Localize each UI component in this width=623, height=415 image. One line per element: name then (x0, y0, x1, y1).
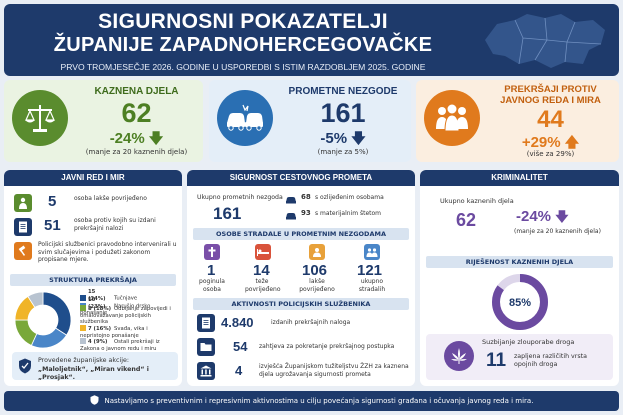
legend-item: 8 (18%) Odbijanje zapovijedi i omalovažav… (80, 305, 171, 325)
intervention-note: Policijski službenici pravodobno interve… (38, 241, 177, 263)
panel-title: SIGURNOST CESTOVNOG PROMETA (187, 170, 415, 186)
crime-change-note: (manje za 20 kaznenih djela) (514, 228, 601, 235)
shield-icon (18, 358, 32, 374)
actions-box: Provedene županijske akcije: „Maloljetni… (12, 352, 178, 381)
card-title: PREKRŠAJI PROTIV JAVNOG REDA I MIRA (500, 84, 601, 106)
panel-public-order: JAVNI RED I MIR 5 osoba lakše povrijeđen… (4, 170, 182, 386)
panel-title: JAVNI RED I MIR (4, 170, 182, 186)
scales-icon (12, 90, 68, 146)
card-change: -24% 🡇 (109, 130, 164, 147)
damage-accidents-value: 93 (301, 209, 311, 217)
panel-title: KRIMINALITET (420, 170, 619, 186)
card-title: PROMETNE NEZGODE (288, 86, 398, 97)
card-note: (više za 29%) (526, 150, 575, 158)
injured-count: 5 (48, 193, 57, 210)
actions-title: Provedene županijske akcije: (38, 357, 130, 364)
card-title: KAZNENA DJELA (94, 86, 179, 97)
legend-item: 4 (9%) Ostali prekršaji iz Zakona o javno… (80, 338, 160, 352)
page-subtitle: PRVO TROMJESEČJE 2026. GODINE U USPOREDB… (60, 62, 426, 72)
panel-traffic-safety: SIGURNOST CESTOVNOG PROMETA Ukupno prome… (187, 170, 415, 386)
damage-accidents-text: s materijalnim štetom (315, 210, 382, 217)
courthouse-icon (197, 362, 215, 380)
legend-item: 7 (16%) Svađa, vika i nepristojno ponašan… (80, 325, 148, 339)
drugs-title: Suzbijanje zlouporabe droga (482, 338, 575, 346)
structure-title: STRUKTURA PREKRŠAJA (10, 274, 176, 286)
victims-light-label: lakše povrijeđeno (299, 278, 335, 293)
car-crash-icon (217, 90, 273, 146)
injured-accidents-value: 68 (301, 193, 311, 201)
card-change: +29% 🡅 (521, 134, 580, 151)
legend-item: 15 (34%) Tučnjave (80, 289, 178, 302)
solved-pct: 85% (509, 297, 531, 309)
injured-text: osoba lakše povrijeđeno (74, 195, 147, 202)
document-icon (14, 218, 32, 236)
solved-title: RIJEŠENOST KAZNENIH DJELA (426, 256, 613, 268)
arrow-up-icon: 🡅 (564, 134, 580, 150)
card-public-order: PREKRŠAJI PROTIV JAVNOG REDA I MIRA 44 +2… (416, 80, 619, 162)
injured-person-icon (14, 194, 32, 212)
card-value: 44 (537, 106, 564, 133)
arrow-down-icon: 🡇 (555, 209, 569, 224)
damaged-car-icon (285, 210, 297, 222)
victims-serious-value: 14 (253, 262, 270, 279)
footer-banner: Nastavljamo s preventivnim i represivnim… (4, 391, 619, 411)
card-value: 161 (320, 98, 366, 128)
total-accidents-value: 161 (213, 204, 242, 223)
gavel-icon (14, 242, 32, 260)
drugs-box: Suzbijanje zlouporabe droga 11 zapljena … (426, 334, 613, 380)
cross-icon (204, 244, 220, 260)
victims-killed-value: 1 (207, 262, 216, 279)
card-criminal-offences: KAZNENA DJELA 62 -24% 🡇 (manje za 20 kaz… (4, 80, 203, 162)
activity-requests-text: zahtjeva za pokretanje prekršajnog postu… (259, 343, 395, 350)
card-note: (manje za 5%) (317, 148, 369, 156)
people-icon (424, 90, 480, 146)
folder-icon (197, 338, 215, 356)
car-icon (285, 194, 297, 206)
panel-crime: KRIMINALITET Ukupno kaznenih djela 62 -2… (420, 170, 619, 386)
orders-count: 51 (44, 217, 61, 234)
orders-text: osoba protiv kojih su izdani prekršajni … (74, 217, 156, 232)
injured-accidents-text: s ozlijeđenim osobama (315, 194, 384, 201)
victims-serious-label: teže povrijeđeno (245, 278, 281, 293)
offence-structure-donut (14, 291, 72, 349)
drugs-value: 11 (486, 350, 507, 371)
victims-title: OSOBE STRADALE U PROMETNIM NEZGODAMA (193, 228, 409, 240)
total-accidents-label: Ukupno prometnih nezgoda (197, 194, 283, 201)
activity-orders-value: 4.840 (221, 315, 254, 330)
card-change: -5% 🡇 (320, 130, 366, 147)
crime-change: -24% 🡇 (516, 208, 569, 225)
solved-rate-ring: 85% (492, 274, 548, 330)
crime-total-label: Ukupno kaznenih djela (440, 197, 514, 205)
card-value: 62 (121, 98, 152, 128)
arrow-down-icon: 🡇 (148, 130, 164, 146)
card-note: (manje za 20 kaznenih djela) (85, 148, 188, 156)
drugs-text: zapljena različitih vrsta opojnih droga (514, 353, 587, 368)
page-title-line2: ŽUPANIJE ZAPADNOHERCEGOVAČKE (53, 34, 433, 56)
victims-total-value: 121 (357, 262, 383, 279)
victims-killed-label: poginula osoba (199, 278, 225, 293)
shield-icon (90, 393, 99, 413)
county-map-icon (485, 14, 605, 68)
cannabis-leaf-icon (444, 341, 474, 371)
donut-slice (27, 291, 44, 308)
person-icon (309, 244, 325, 260)
document-icon (197, 314, 215, 332)
victims-total-label: ukupno stradalih (358, 278, 386, 293)
activity-reports-text: izvješća Županijskom tužiteljstvu ŽZH za… (259, 363, 409, 378)
victims-light-value: 106 (302, 262, 328, 279)
activity-reports-value: 4 (235, 363, 243, 378)
actions-list: „Maloljetnik“, „Miran vikend“ i „Prosjak… (38, 366, 149, 381)
card-traffic-accidents: PROMETNE NEZGODE 161 -5% 🡇 (manje za 5%) (209, 80, 411, 162)
arrow-down-icon: 🡇 (351, 130, 366, 146)
page-title: SIGURNOSNI POKAZATELJI (98, 10, 388, 33)
crime-total-value: 62 (456, 210, 477, 230)
bed-icon (255, 244, 271, 260)
header-banner: SIGURNOSNI POKAZATELJI ŽUPANIJE ZAPADNOH… (4, 4, 619, 76)
group-icon (364, 244, 380, 260)
footer-text: Nastavljamo s preventivnim i represivnim… (104, 397, 534, 405)
activity-requests-value: 54 (233, 339, 248, 354)
donut-slice (14, 319, 38, 346)
activities-title: AKTIVNOSTI POLICIJSKIH SLUŽBENIKA (193, 298, 409, 310)
activity-orders-text: izdanih prekršajnih naloga (271, 319, 351, 326)
